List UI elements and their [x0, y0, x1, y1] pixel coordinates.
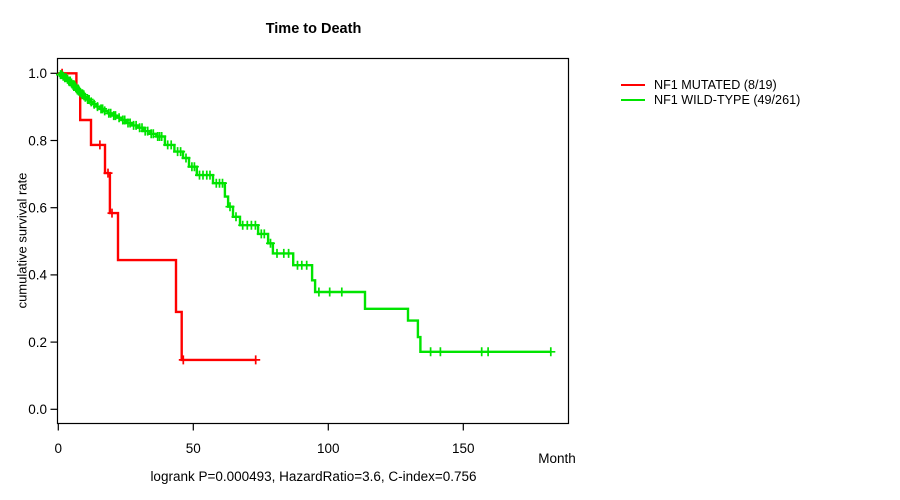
stats-annotation: logrank P=0.000493, HazardRatio=3.6, C-i…: [150, 469, 477, 484]
y-tick-label-0.4: 0.4: [28, 268, 47, 283]
survival-curve-mutated: [58, 72, 257, 362]
y-tick-label-0.2: 0.2: [28, 335, 47, 350]
legend-item-nf1-wild-type: NF1 WILD-TYPE (49/261): [621, 93, 801, 107]
legend-line-swatch-green: [621, 98, 645, 102]
legend: NF1 MUTATED (8/19) NF1 WILD-TYPE (49/261…: [621, 78, 801, 107]
chart-title: Time to Death: [265, 21, 362, 37]
plot-box: [56, 57, 570, 425]
legend-line-swatch-red: [621, 83, 645, 87]
y-tick-label-0.6: 0.6: [28, 201, 47, 216]
x-tick-label-150: 150: [452, 441, 475, 456]
x-tick-label-100: 100: [317, 441, 340, 456]
y-tick-label-1.0: 1.0: [28, 66, 47, 81]
legend-label: NF1 WILD-TYPE (49/261): [654, 93, 801, 107]
y-tick-label-0.0: 0.0: [28, 402, 47, 417]
censor-marks-wild-type: [56, 70, 556, 357]
x-axis-label: Month: [538, 451, 576, 466]
legend-item-nf1-mutated: NF1 MUTATED (8/19): [621, 78, 800, 92]
legend-label: NF1 MUTATED (8/19): [654, 78, 777, 92]
x-tick-label-0: 0: [55, 441, 63, 456]
survival-curve-wild-type: [58, 72, 552, 353]
y-tick-label-0.8: 0.8: [28, 133, 47, 148]
x-tick-label-50: 50: [186, 441, 201, 456]
censor-marks-mutated: [57, 68, 261, 365]
y-axis-label: cumulative survival rate: [14, 172, 30, 309]
